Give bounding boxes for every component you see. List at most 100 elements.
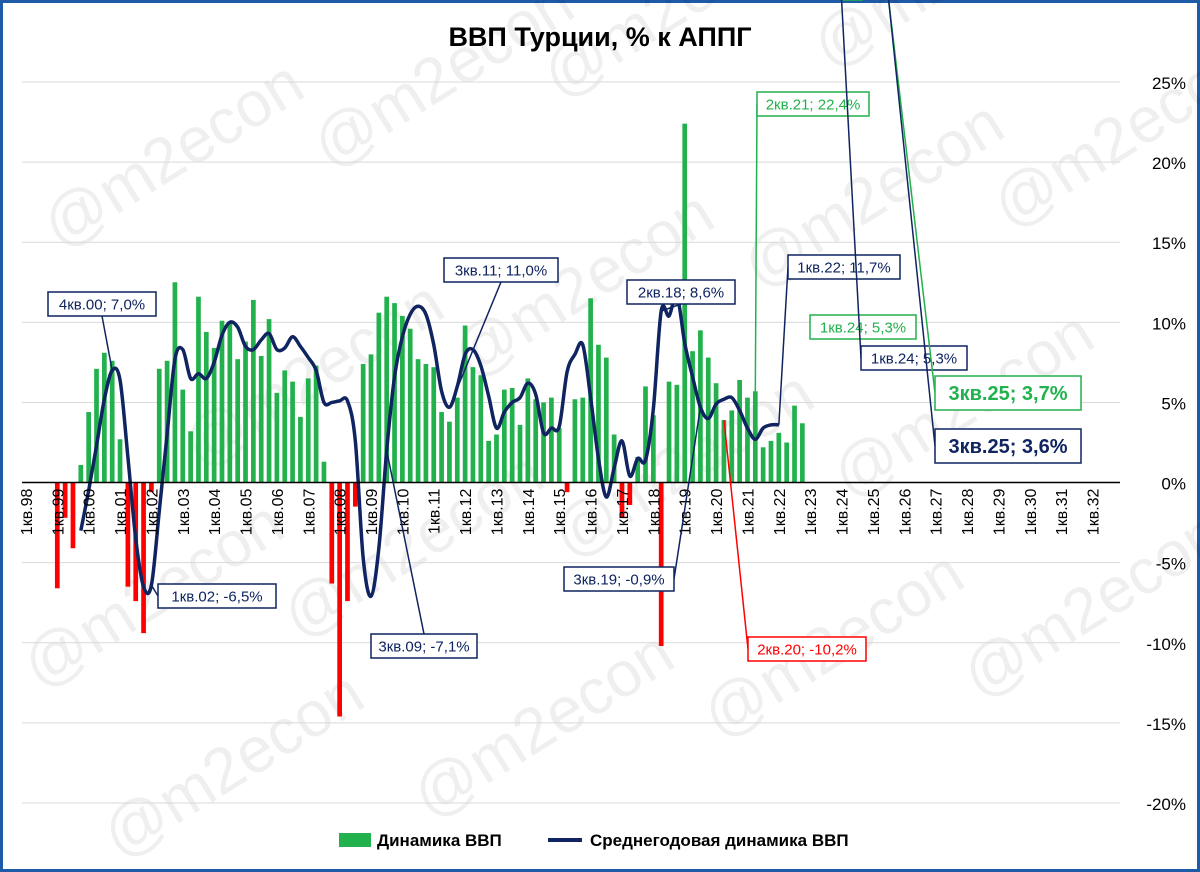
annotation-label-3: 3кв.11; 11,0% (455, 262, 547, 279)
bar-27 (266, 319, 272, 483)
annotation-box-1 (157, 583, 277, 609)
bar-86 (729, 410, 735, 483)
bar-46 (415, 359, 421, 483)
x-tick-label-19: 1кв.17 (615, 488, 632, 535)
annotation-label-9: 1кв.24; 5,3% (820, 319, 906, 336)
annotation-leader-10 (840, 0, 862, 359)
x-tick-label-27: 1кв.25 (866, 488, 883, 535)
x-tick-label-29: 1кв.27 (929, 488, 946, 535)
bar-12 (149, 482, 154, 493)
bar-64 (556, 428, 562, 483)
x-tick-label-6: 1кв.04 (207, 488, 224, 535)
annotation-label-12: 3кв.25; 3,6% (948, 436, 1067, 458)
y-tick-label-9: -20% (1146, 795, 1186, 814)
y-tick-label-5: 0% (1161, 475, 1186, 494)
annotation-label-7: 2кв.21; 22,4% (766, 96, 861, 113)
bar-53 (470, 367, 476, 483)
x-tick-label-24: 1кв.22 (772, 488, 789, 535)
bar-72 (619, 482, 625, 518)
bar-67 (580, 397, 586, 483)
bar-41 (376, 312, 382, 483)
bar-77 (658, 482, 664, 646)
x-tick-label-22: 1кв.20 (709, 488, 726, 535)
bar-74 (635, 456, 641, 483)
bar-43 (392, 303, 397, 483)
annotation-leader-8 (778, 266, 789, 425)
x-tick-label-10: 1кв.08 (333, 488, 350, 535)
annotation-box-9 (809, 314, 917, 340)
bar-26 (258, 355, 264, 483)
annotation-leader-4 (660, 303, 682, 312)
bar-58 (509, 388, 515, 483)
bar-30 (290, 381, 295, 483)
axes: 25% 20% 15% 10% 5% 0% -5% -10% -15% -20% 1кв.98 1кв… (19, 74, 1186, 814)
bar-13 (156, 368, 162, 483)
x-tick-label-30: 1кв.28 (960, 488, 977, 535)
x-tick-label-34: 1кв.32 (1086, 488, 1103, 535)
bar-45 (407, 328, 413, 483)
bar-92 (776, 432, 782, 483)
bar-50 (447, 421, 452, 483)
x-tick-label-18: 1кв.16 (584, 488, 601, 535)
bar-73 (627, 482, 633, 505)
bar-16 (180, 389, 186, 483)
annotation-box-4 (626, 279, 736, 305)
bar-75 (643, 386, 648, 483)
bar-35 (329, 482, 335, 584)
annotation-box-7 (756, 91, 870, 117)
annotation-label-11: 3кв.25; 3,7% (948, 383, 1067, 405)
bar-63 (549, 397, 554, 483)
annotation-label-1: 1кв.02; -6,5% (171, 588, 262, 605)
bar-69 (596, 344, 601, 483)
watermark-7: @m2econ (979, 26, 1200, 242)
bar-54 (478, 375, 484, 483)
x-tick-label-31: 1кв.29 (991, 488, 1008, 535)
legend-swatch-bars (339, 833, 371, 847)
bar-series (54, 123, 805, 717)
bar-33 (313, 365, 319, 483)
x-tick-label-32: 1кв.30 (1023, 488, 1040, 535)
x-tick-label-11: 1кв.09 (364, 488, 381, 535)
annotation-leader-1 (150, 584, 159, 597)
x-tick-label-8: 1кв.06 (270, 488, 287, 535)
bar-37 (345, 482, 350, 602)
bar-31 (298, 416, 303, 483)
x-tick-label-15: 1кв.13 (489, 488, 506, 535)
bar-39 (360, 363, 366, 483)
annotation-leader-7 (754, 103, 758, 392)
x-tick-label-1: 1кв.99 (50, 488, 67, 535)
annotation-label-10: 1кв.24; 5,3% (871, 350, 957, 367)
bar-3 (78, 464, 84, 483)
bar-88 (745, 397, 750, 483)
bar-25 (251, 299, 256, 483)
x-tick-label-9: 1кв.07 (301, 488, 318, 535)
bar-17 (188, 431, 193, 483)
bar-18 (196, 296, 201, 483)
bar-57 (501, 389, 507, 483)
annotation-box-2 (370, 633, 478, 659)
bar-85 (721, 420, 727, 483)
x-tick-label-0: 1кв.98 (19, 488, 36, 535)
annotation-leader-11 (887, 0, 936, 394)
x-tick-label-13: 1кв.11 (427, 488, 444, 534)
x-tick-label-23: 1кв.21 (740, 488, 757, 535)
annotation-leader-0 (101, 315, 113, 371)
annotation-box-8 (787, 254, 901, 280)
y-tick-label-7: -10% (1146, 635, 1186, 654)
bar-60 (525, 378, 531, 483)
y-tick-label-4: 5% (1161, 394, 1186, 413)
y-tick-label-8: -15% (1146, 715, 1186, 734)
bar-19 (203, 331, 209, 483)
bar-76 (650, 415, 656, 483)
legend: Динамика ВВП Среднегодовая динамика ВВП (339, 831, 849, 850)
bar-93 (784, 442, 790, 483)
annotation-box-12 (934, 428, 1082, 464)
x-tick-label-33: 1кв.31 (1054, 488, 1071, 535)
legend-label-line: Среднегодовая динамика ВВП (590, 831, 849, 850)
x-tick-label-20: 1кв.18 (646, 488, 663, 535)
bar-20 (211, 347, 217, 483)
bar-32 (305, 378, 311, 483)
bar-4 (86, 412, 92, 483)
annotation-label-2: 3кв.09; -7,1% (378, 638, 469, 655)
